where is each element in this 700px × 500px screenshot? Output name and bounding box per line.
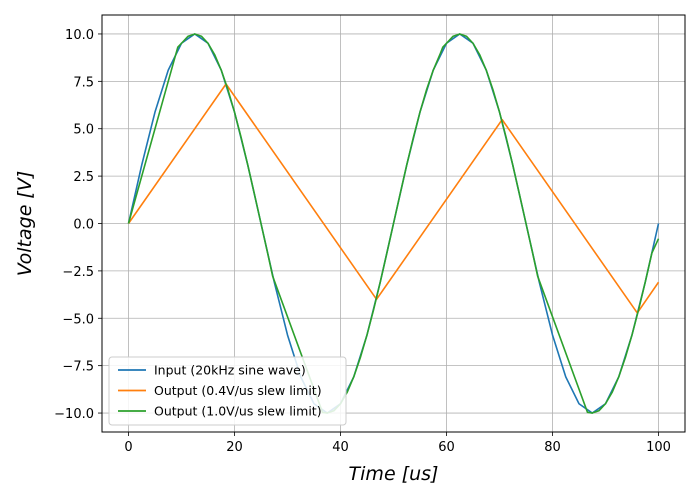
y-tick-label: 5.0 bbox=[73, 123, 94, 138]
x-tick-label: 100 bbox=[646, 440, 671, 455]
series-lines bbox=[127, 33, 660, 414]
x-tick-label: 40 bbox=[332, 440, 349, 455]
y-tick-label: −5.0 bbox=[62, 312, 94, 327]
y-axis-label: Voltage [V] bbox=[14, 171, 36, 277]
x-tick-label: 0 bbox=[124, 440, 132, 455]
y-tick-label: 10.0 bbox=[65, 28, 94, 43]
series-line-3 bbox=[127, 33, 660, 414]
y-tick-label: 2.5 bbox=[73, 170, 94, 185]
x-tick-label: 60 bbox=[438, 440, 455, 455]
legend-label-3: Output (1.0V/us slew limit) bbox=[154, 404, 322, 419]
x-axis-label: Time [us] bbox=[349, 463, 439, 485]
y-tick-label: 7.5 bbox=[73, 75, 94, 90]
y-tick-label: 0.0 bbox=[73, 218, 94, 233]
y-tick-label: −10.0 bbox=[54, 407, 94, 422]
legend-label-1: Input (20kHz sine wave) bbox=[154, 363, 306, 378]
y-tick-label: −2.5 bbox=[62, 265, 94, 280]
x-tick-label: 80 bbox=[544, 440, 561, 455]
legend: Input (20kHz sine wave) Output (0.4V/us s… bbox=[108, 356, 347, 426]
x-tick-label: 20 bbox=[226, 440, 243, 455]
y-tick-label: −7.5 bbox=[62, 360, 94, 375]
x-axis-ticks: 0 20 40 60 80 100 bbox=[124, 432, 671, 455]
legend-box bbox=[108, 356, 347, 426]
y-axis-ticks: 10.0 7.5 5.0 2.5 0.0 −2.5 −5.0 −7.5 −10.0 bbox=[54, 28, 102, 422]
legend-label-2: Output (0.4V/us slew limit) bbox=[154, 383, 322, 398]
series-line-2 bbox=[127, 83, 660, 314]
